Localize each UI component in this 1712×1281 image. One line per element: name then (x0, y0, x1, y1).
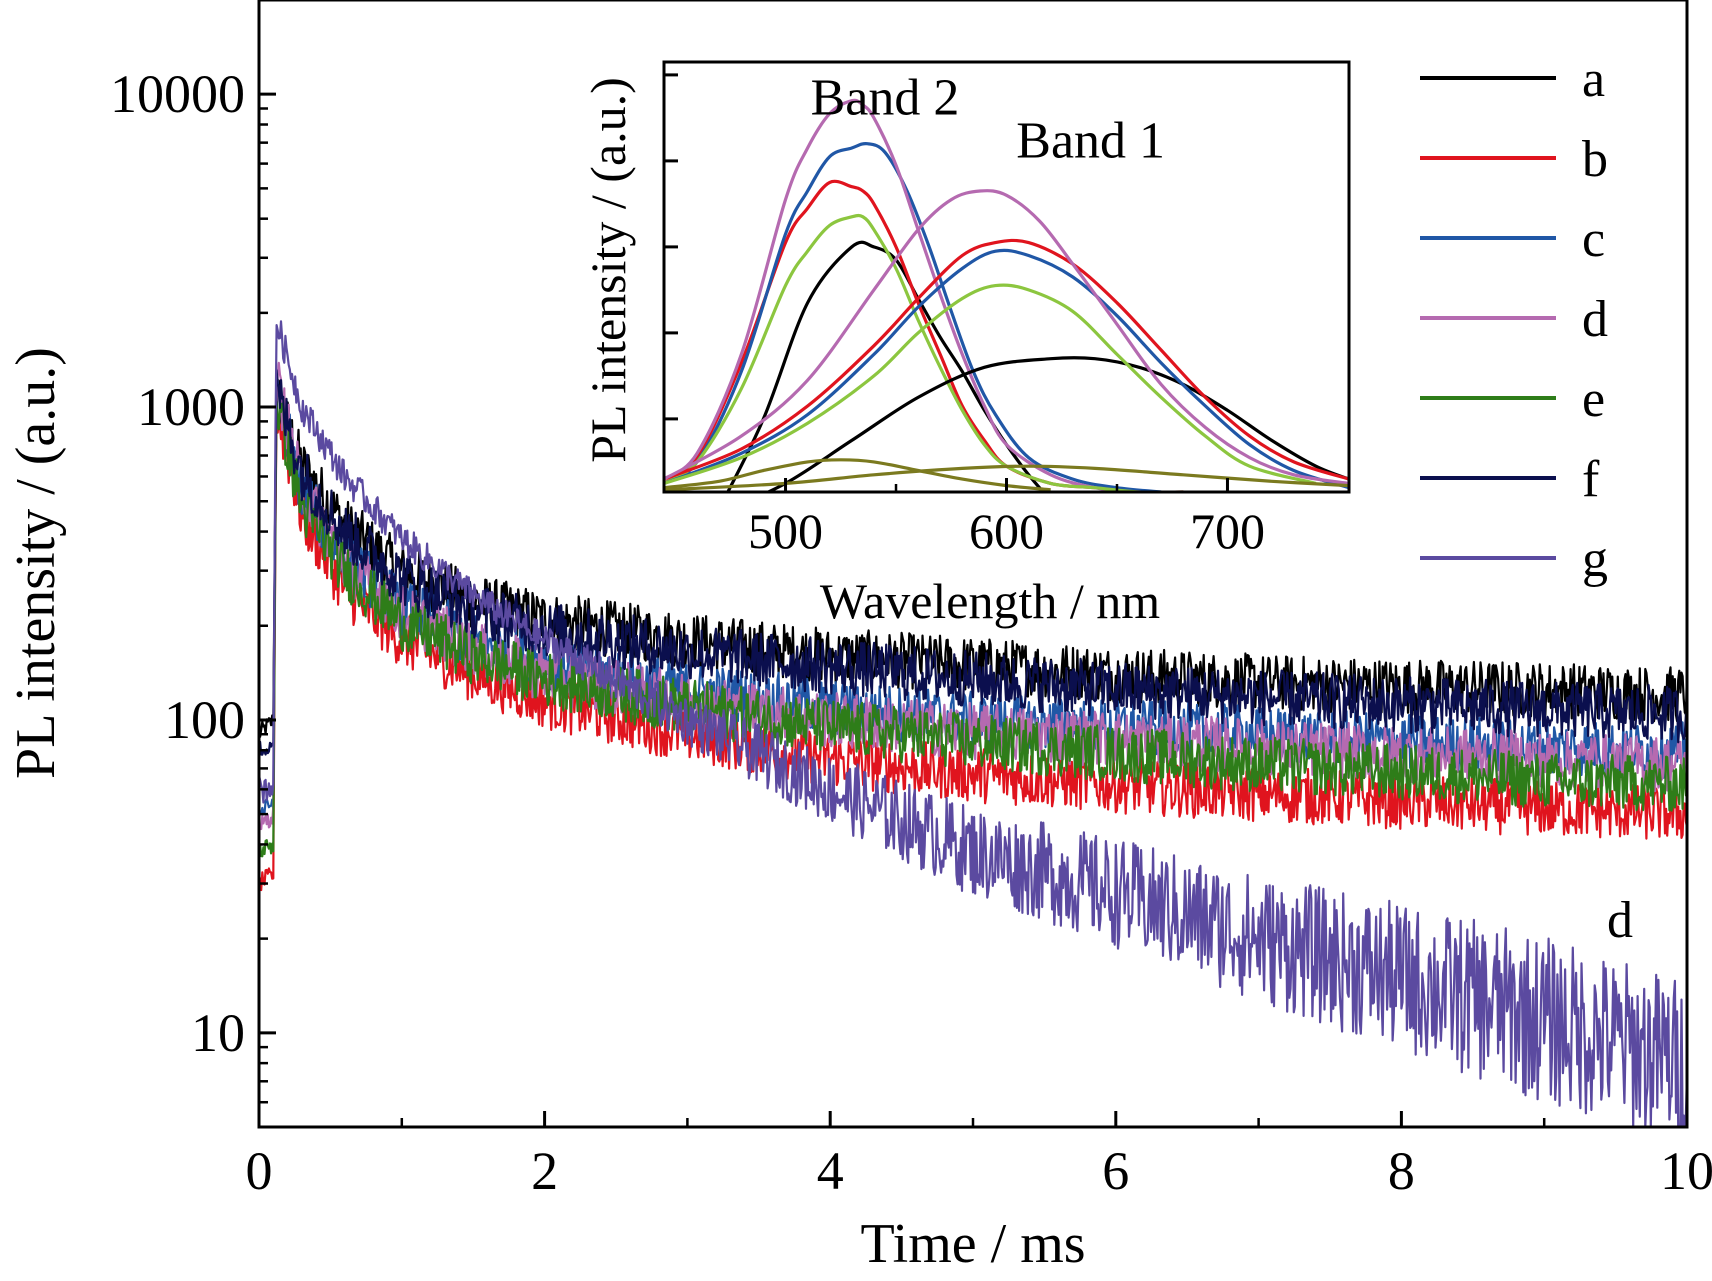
legend-label-e: e (1582, 371, 1605, 428)
legend-label-b: b (1582, 131, 1608, 188)
inset-curve-7 (664, 248, 1349, 490)
inset-x-tick-label: 600 (969, 503, 1044, 559)
main-x-axis-label: Time / ms (860, 1213, 1085, 1275)
x-tick-label: 4 (817, 1141, 844, 1201)
inset-x-axis-label: Wavelength / nm (820, 573, 1160, 629)
x-tick-label: 8 (1388, 1141, 1415, 1201)
inset-curve-9 (664, 283, 1317, 485)
series-line-e (257, 400, 1689, 858)
inset-x-tick-label: 500 (748, 503, 823, 559)
inset-curve-11 (664, 464, 1349, 492)
y-tick-label: 10000 (110, 64, 245, 124)
x-tick-label: 6 (1102, 1141, 1129, 1201)
inset-curve-6 (664, 238, 1349, 481)
inset-series-group (664, 98, 1349, 492)
x-tick-label: 0 (246, 1141, 273, 1201)
inset-x-tick-label: 700 (1190, 503, 1265, 559)
inset-annotation-band-2: Band 2 (811, 69, 960, 126)
legend-label-a: a (1582, 51, 1605, 108)
inset-chart: 500 600 700 Band 2 Band 1 Wavelength / nm … (580, 60, 1351, 629)
main-annotation-d: d (1607, 892, 1633, 949)
main-plot: 0 2 4 6 8 10 10 100 1000 10000 Time / ms PL inten… (5, 0, 1712, 1275)
y-tick-label: 100 (164, 690, 245, 750)
inset-background (664, 62, 1349, 492)
legend-label-c: c (1582, 211, 1605, 268)
x-tick-label: 10 (1660, 1141, 1712, 1201)
inset-curve-2 (664, 141, 1162, 492)
legend-label-d: d (1582, 291, 1608, 348)
inset-axes: 500 600 700 (664, 73, 1265, 559)
inset-curve-3 (664, 98, 1184, 492)
inset-curve-4 (664, 213, 1184, 492)
x-tick-label: 2 (531, 1141, 558, 1201)
inset-curve-5 (764, 356, 1349, 492)
y-tick-label: 10 (191, 1003, 245, 1063)
y-tick-label: 1000 (137, 377, 245, 437)
main-axes: 0 2 4 6 8 10 10 100 1000 10000 (110, 64, 1712, 1201)
series-line-b (258, 405, 1689, 892)
main-series-group (257, 320, 1689, 1129)
main-y-axis-label: PL intensity / (a.u.) (5, 347, 67, 779)
legend-label-f: f (1582, 451, 1600, 508)
inset-annotation-band-1: Band 1 (1016, 112, 1165, 169)
inset-curve-10 (664, 458, 1051, 492)
inset-curve-8 (664, 189, 1349, 485)
inset-y-axis-label: PL intensity / (a.u.) (580, 77, 636, 463)
series-line-g (257, 320, 1689, 1129)
legend-label-g: g (1582, 531, 1608, 588)
